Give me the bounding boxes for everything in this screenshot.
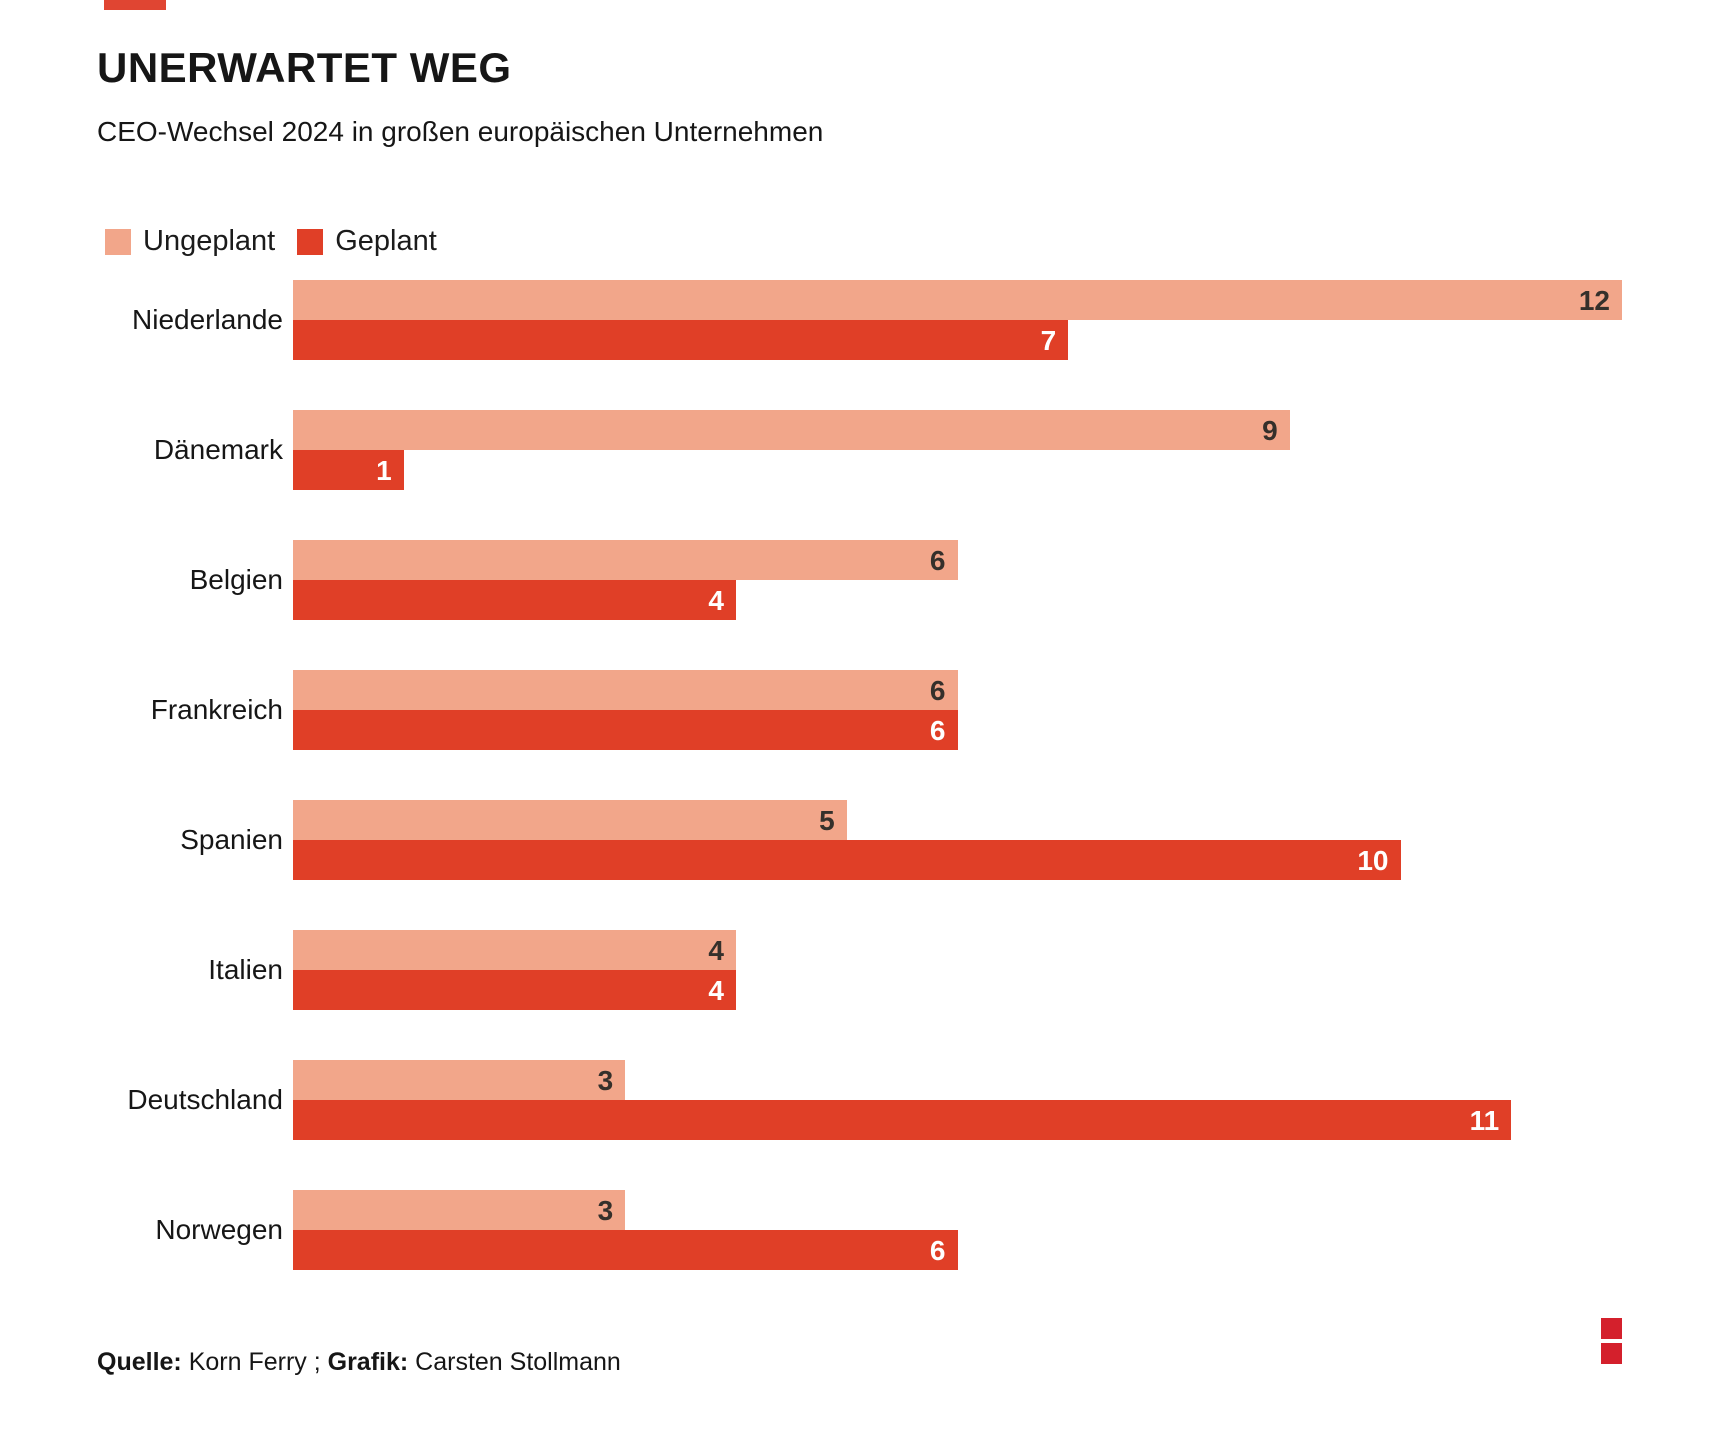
bar-value-label: 10	[1357, 845, 1389, 876]
bar-geplant: 6	[293, 710, 958, 750]
chart-row: Deutschland 3 11	[0, 1060, 1713, 1190]
bar-value-label: 9	[1262, 415, 1278, 446]
bar-value-label: 6	[929, 545, 946, 576]
chart-row: Spanien 5 10	[0, 800, 1713, 930]
bar-geplant: 1	[293, 450, 404, 490]
bar-ungeplant: 3	[293, 1060, 626, 1100]
bar-ungeplant: 4	[293, 930, 736, 970]
source-value: Korn Ferry ;	[181, 1348, 328, 1376]
bar-group: 12 7	[293, 280, 1622, 360]
bar-geplant: 6	[293, 1230, 958, 1270]
category-label: Niederlande	[132, 304, 283, 335]
chart-row: Frankreich 6 6	[0, 670, 1713, 800]
credit-label: Grafik:	[327, 1348, 409, 1376]
bar-value-label: 6	[929, 675, 946, 706]
category-label: Frankreich	[150, 694, 283, 725]
bar-ungeplant: 12	[293, 280, 1622, 320]
legend-item-geplant: Geplant	[297, 225, 437, 258]
brand-logo	[1601, 1318, 1622, 1364]
legend-item-ungeplant: Ungeplant	[105, 225, 275, 258]
bar-value-label: 7	[1040, 325, 1057, 356]
chart: Niederlande 12 7 Dänemark 9 1 Belgien 6	[0, 280, 1713, 1272]
bar-geplant: 4	[293, 580, 736, 620]
bar-group: 4 4	[293, 930, 1622, 1010]
category-label: Deutschland	[127, 1084, 283, 1115]
bar-value-label: 4	[708, 975, 724, 1006]
logo-square-bottom	[1601, 1343, 1622, 1364]
legend-label-ungeplant: Ungeplant	[143, 225, 276, 257]
bar-geplant: 10	[293, 840, 1401, 880]
bar-group: 9 1	[293, 410, 1622, 490]
page-title: UNERWARTET WEG	[97, 44, 512, 91]
chart-row: Niederlande 12 7	[0, 280, 1713, 410]
bar-value-label: 4	[708, 935, 724, 966]
bar-ungeplant: 3	[293, 1190, 626, 1230]
chart-row: Dänemark 9 1	[0, 410, 1713, 540]
bar-value-label: 4	[708, 585, 724, 616]
credit-value: Carsten Stollmann	[408, 1348, 621, 1376]
bar-value-label: 3	[597, 1065, 614, 1096]
logo-square-top	[1601, 1318, 1622, 1339]
bar-group: 6 4	[293, 540, 1622, 620]
bar-group: 5 10	[293, 800, 1622, 880]
source-label: Quelle:	[97, 1348, 182, 1376]
bar-value-label: 1	[376, 455, 392, 486]
category-label: Spanien	[180, 824, 283, 855]
bar-ungeplant: 9	[293, 410, 1290, 450]
bar-value-label: 6	[929, 1235, 946, 1266]
bar-geplant: 11	[293, 1100, 1512, 1140]
bar-group: 3 6	[293, 1190, 1622, 1270]
bar-value-label: 11	[1469, 1105, 1500, 1136]
source-credit: Quelle: Korn Ferry ; Grafik: Carsten Sto…	[97, 1348, 621, 1377]
bar-value-label: 5	[819, 805, 835, 836]
bar-ungeplant: 6	[293, 670, 958, 710]
legend-swatch-geplant-icon	[297, 228, 324, 255]
legend-swatch-ungeplant-icon	[105, 228, 131, 255]
legend-label-geplant: Geplant	[335, 225, 437, 257]
category-label: Dänemark	[153, 434, 283, 465]
category-label: Italien	[208, 954, 283, 985]
bar-group: 6 6	[293, 670, 1622, 750]
chart-legend: Ungeplant Geplant	[105, 225, 437, 258]
bar-geplant: 4	[293, 970, 736, 1010]
accent-dash	[104, 0, 166, 10]
bar-value-label: 6	[929, 715, 946, 746]
bar-ungeplant: 5	[293, 800, 847, 840]
bar-value-label: 12	[1578, 285, 1610, 316]
category-label: Norwegen	[155, 1214, 283, 1245]
chart-row: Norwegen 3 6	[0, 1190, 1713, 1320]
page-subtitle: CEO-Wechsel 2024 in großen europäischen …	[97, 116, 824, 147]
bar-geplant: 7	[293, 320, 1069, 360]
bar-group: 3 11	[293, 1060, 1622, 1140]
category-label: Belgien	[189, 564, 283, 595]
bar-ungeplant: 6	[293, 540, 958, 580]
chart-row: Belgien 6 4	[0, 540, 1713, 670]
bar-value-label: 3	[597, 1195, 614, 1226]
chart-row: Italien 4 4	[0, 930, 1713, 1060]
